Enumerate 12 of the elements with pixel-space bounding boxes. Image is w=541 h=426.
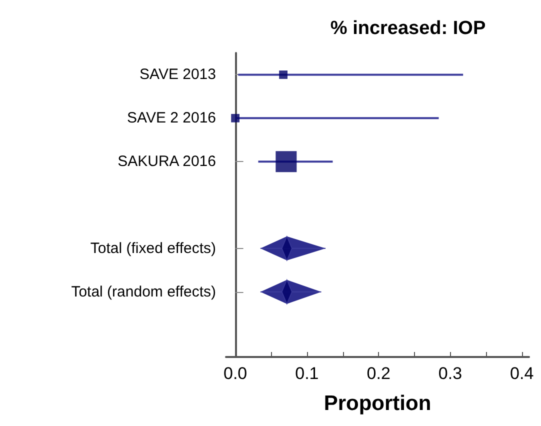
x-tick-label: 0.0 [223,364,248,383]
x-axis-title: Proportion [324,392,432,415]
x-tick-label: 0.2 [366,364,390,383]
y-tick-label: Total (random effects) [71,283,216,300]
x-tick-label: 0.1 [295,364,319,383]
y-tick-label: SAKURA 2016 [118,153,216,170]
y-tick-label: SAVE 2013 [140,66,216,84]
y-tick-label: SAVE 2 2016 [127,110,216,127]
y-tick-label: Total (fixed effects) [90,240,216,257]
x-tick-label: 0.3 [438,364,462,383]
chart-title: % increased: IOP [330,18,486,39]
x-tick-label: 0.4 [510,364,534,383]
